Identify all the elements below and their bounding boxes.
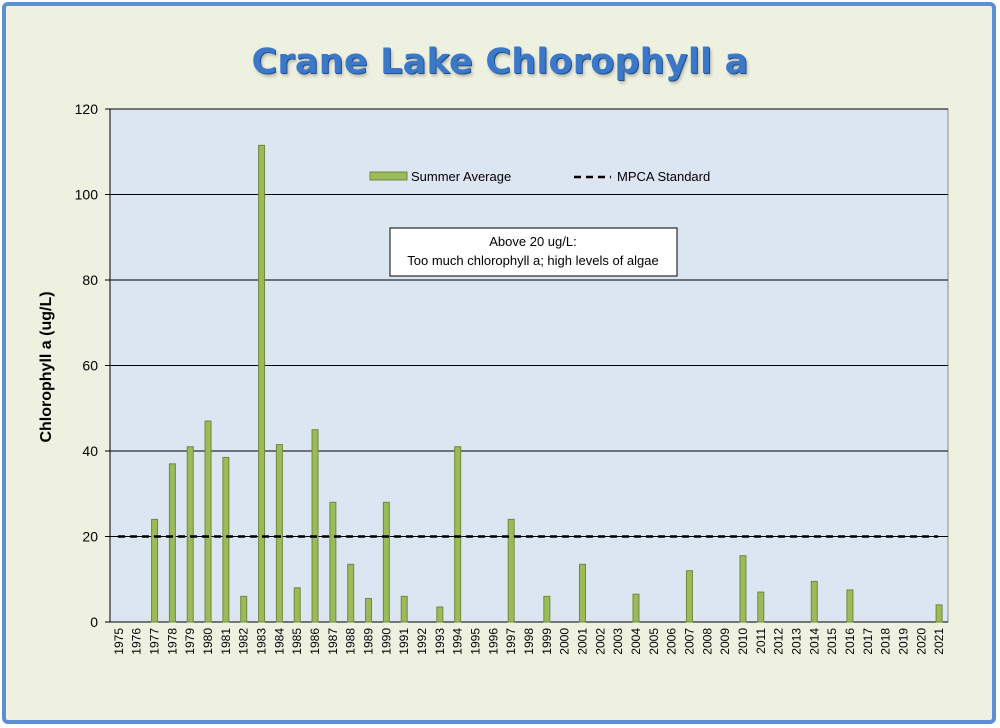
x-tick-label-1995: 1995: [469, 628, 483, 655]
x-tick-label-1982: 1982: [237, 628, 251, 655]
x-tick-label-1985: 1985: [290, 628, 304, 655]
x-tick-label-2001: 2001: [575, 628, 589, 655]
bar-1978: [168, 463, 176, 623]
x-tick-label-2021: 2021: [932, 628, 946, 655]
annotation-box: Above 20 ug/L: Too much chlorophyll a; h…: [389, 227, 678, 277]
x-tick-label-1979: 1979: [183, 628, 197, 655]
x-tick-label-2006: 2006: [665, 628, 679, 655]
x-tick-label-2009: 2009: [718, 628, 732, 655]
bar-1987: [329, 501, 337, 623]
x-tick-label-2014: 2014: [807, 628, 821, 655]
y-axis-ticks: 0 20 40 60 80 100 120: [75, 101, 948, 630]
bar-1981: [222, 456, 230, 623]
x-tick-label-1999: 1999: [540, 628, 554, 655]
y-tick-label-100: 100: [75, 187, 99, 203]
legend-label-mpca-standard: MPCA Standard: [617, 169, 710, 184]
bar-1986: [311, 429, 319, 623]
x-tick-label-1993: 1993: [433, 628, 447, 655]
bar-2001: [578, 563, 586, 623]
bar-1989: [365, 597, 373, 623]
x-tick-label-1981: 1981: [219, 628, 233, 655]
bar-2016: [846, 589, 854, 623]
y-tick-label-0: 0: [90, 614, 98, 630]
x-tick-label-2005: 2005: [647, 628, 661, 655]
bar-1994: [454, 446, 462, 623]
bar-1985: [293, 587, 301, 623]
y-tick-label-80: 80: [82, 272, 98, 288]
x-tick-label-1988: 1988: [344, 628, 358, 655]
bar-1999: [543, 595, 551, 623]
x-tick-label-1986: 1986: [308, 628, 322, 655]
x-tick-label-1998: 1998: [522, 628, 536, 655]
legend-swatch-summer-average: [369, 171, 408, 181]
bar-1988: [347, 563, 355, 623]
bar-2014: [810, 580, 818, 623]
x-tick-label-2007: 2007: [682, 628, 696, 655]
x-tick-label-2017: 2017: [861, 628, 875, 655]
bar-1997: [507, 518, 515, 623]
bar-1990: [382, 501, 390, 623]
bar-1982: [240, 595, 248, 623]
x-tick-label-1997: 1997: [504, 628, 518, 655]
x-tick-label-2011: 2011: [754, 628, 768, 654]
x-tick-label-2000: 2000: [558, 628, 572, 655]
y-axis-label: Chlorophyll a (ug/L): [38, 291, 55, 442]
bar-2011: [757, 591, 765, 623]
x-tick-label-2019: 2019: [896, 628, 910, 655]
x-tick-label-1978: 1978: [165, 628, 179, 655]
bar-1977: [151, 518, 159, 623]
chart-title: Crane Lake Chlorophyll a: [251, 42, 749, 82]
legend: Summer Average MPCA Standard: [369, 169, 710, 184]
x-axis-ticks: 1975 1976 1977 1978 1979 1980 1981 1982 1983 1984…: [112, 628, 946, 655]
x-tick-label-1977: 1977: [148, 628, 162, 655]
bar-2004: [632, 593, 640, 623]
x-tick-label-2018: 2018: [879, 628, 893, 655]
bar-1979: [186, 446, 194, 623]
legend-label-summer-average: Summer Average: [411, 169, 511, 184]
bar-1993: [436, 606, 444, 623]
x-tick-label-1984: 1984: [272, 628, 286, 655]
bar-1991: [400, 595, 408, 623]
bar-1980: [204, 420, 212, 623]
x-tick-label-1975: 1975: [112, 628, 126, 655]
bar-1983: [258, 144, 266, 623]
y-tick-label-60: 60: [82, 358, 98, 374]
x-tick-label-2020: 2020: [914, 628, 928, 655]
annotation-border: [389, 227, 678, 277]
bar-2021: [935, 604, 943, 623]
y-tick-label-20: 20: [82, 529, 98, 545]
x-tick-label-1976: 1976: [130, 628, 144, 655]
bar-2010: [739, 555, 747, 623]
x-tick-label-1991: 1991: [397, 628, 411, 655]
y-tick-label-120: 120: [75, 101, 99, 117]
x-tick-label-1994: 1994: [451, 628, 465, 655]
x-tick-label-1996: 1996: [486, 628, 500, 655]
x-tick-label-2008: 2008: [700, 628, 714, 655]
x-tick-label-2013: 2013: [789, 628, 803, 655]
bar-2007: [685, 570, 693, 623]
x-tick-label-1987: 1987: [326, 628, 340, 655]
x-tick-label-1990: 1990: [379, 628, 393, 655]
x-tick-label-2004: 2004: [629, 628, 643, 655]
y-tick-label-40: 40: [82, 443, 98, 459]
x-tick-label-2003: 2003: [611, 628, 625, 655]
x-tick-label-1992: 1992: [415, 628, 429, 655]
x-tick-label-1980: 1980: [201, 628, 215, 655]
x-tick-label-2015: 2015: [825, 628, 839, 655]
x-tick-label-2010: 2010: [736, 628, 750, 655]
x-tick-label-1983: 1983: [255, 628, 269, 655]
bar-1984: [275, 444, 283, 623]
x-tick-label-1989: 1989: [362, 628, 376, 655]
bars: [151, 144, 943, 623]
x-tick-label-2016: 2016: [843, 628, 857, 655]
annotation-line-2: Too much chlorophyll a; high levels of a…: [407, 253, 658, 268]
x-tick-label-2002: 2002: [593, 628, 607, 655]
annotation-line-1: Above 20 ug/L:: [489, 234, 576, 249]
x-tick-label-2012: 2012: [772, 628, 786, 655]
